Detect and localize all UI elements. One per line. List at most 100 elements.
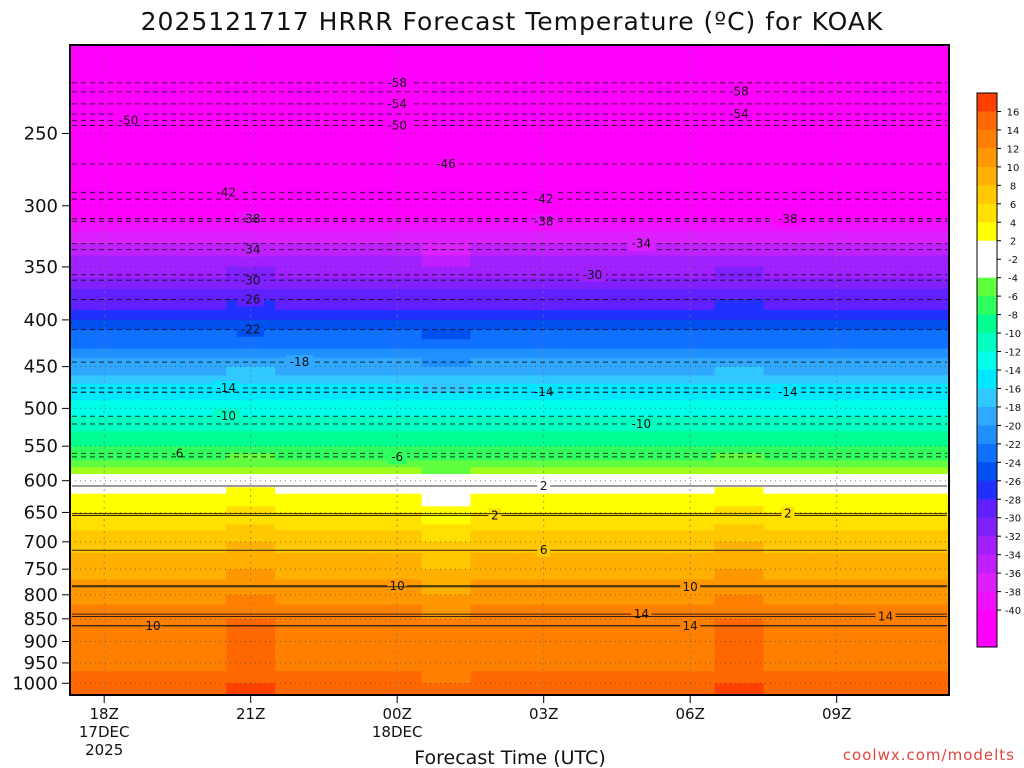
contour-layer: -58 -58 -54 -54 -50 -50 -46 -42 -42 -38 -38 -38 -34 -… [72, 75, 947, 633]
temperature-cell [128, 45, 179, 65]
temperature-cell [763, 474, 813, 482]
temperature-cell [421, 309, 472, 321]
temperature-cell [421, 192, 472, 207]
temperature-cell [909, 408, 950, 417]
temperature-cell [763, 278, 813, 290]
temperature-cell [763, 357, 813, 368]
temperature-cell [763, 632, 813, 638]
temperature-cell [79, 357, 130, 368]
temperature-cell [70, 506, 81, 514]
temperature-cell [177, 348, 227, 359]
colorbar-label: -8 [1008, 311, 1018, 322]
colorbar-band [977, 333, 997, 352]
temperature-cell [421, 563, 472, 570]
temperature-cell [568, 255, 618, 268]
temperature-cell [714, 679, 765, 684]
temperature-cell [568, 637, 618, 643]
temperature-cell [568, 541, 618, 549]
temperature-cell [861, 309, 911, 321]
temperature-cell [714, 438, 765, 447]
temperature-cell [568, 552, 618, 560]
temperature-cell [70, 524, 81, 531]
temperature-cell [372, 288, 423, 301]
temperature-cell [323, 192, 374, 207]
temperature-cell [470, 408, 520, 417]
temperature-cell [470, 675, 520, 680]
temperature-cell [568, 218, 618, 232]
contour-label-bg [774, 211, 802, 226]
temperature-cell [909, 632, 950, 638]
temperature-cell [909, 518, 950, 526]
temperature-cell [909, 218, 950, 232]
temperature-cell [861, 416, 911, 425]
temperature-cell [323, 423, 374, 433]
temperature-cell [909, 584, 950, 591]
temperature-cell [70, 231, 81, 245]
temperature-cell [323, 500, 374, 507]
colorbar-band [977, 351, 997, 371]
temperature-cell [421, 431, 472, 440]
temperature-cell [763, 574, 813, 581]
temperature-cell [519, 45, 569, 65]
temperature-cell [861, 658, 911, 664]
temperature-cell [568, 431, 618, 440]
temperature-cell [275, 679, 325, 684]
temperature-cell [128, 662, 179, 668]
temperature-cell [70, 650, 81, 656]
temperature-cell [177, 691, 227, 696]
temperature-cell [812, 278, 862, 290]
colorbar-band [977, 517, 997, 537]
temperature-cell [519, 563, 569, 570]
temperature-cell [763, 541, 813, 549]
temperature-cell [909, 683, 950, 688]
temperature-cell [470, 45, 520, 65]
temperature-cell [372, 266, 423, 279]
temperature-cell [714, 687, 765, 692]
contour-label: 10 [683, 580, 698, 594]
temperature-cell [70, 339, 81, 350]
temperature-cell [275, 500, 325, 507]
temperature-cell [70, 552, 81, 560]
y-tick-label: 750 [24, 559, 58, 580]
temperature-cell [421, 383, 472, 393]
temperature-cell [275, 563, 325, 570]
temperature-cell [177, 460, 227, 468]
contour-label-bg [237, 273, 265, 288]
temperature-cell [616, 164, 667, 180]
temperature-cell [909, 348, 950, 359]
contour-label-bg [383, 118, 411, 133]
credit-text[interactable]: coolwx.com/modelts [843, 746, 1015, 764]
temperature-cell [763, 431, 813, 440]
temperature-cell [616, 400, 667, 409]
temperature-cell [323, 366, 374, 376]
temperature-cell [128, 609, 179, 615]
chart-title: 2025121717 HRRR Forecast Temperature (ºC… [141, 7, 884, 36]
x-axis-label: Forecast Time (UTC) [414, 747, 605, 768]
temperature-cell [372, 683, 423, 688]
temperature-cell [616, 524, 667, 531]
temperature-cell [812, 536, 862, 543]
temperature-cell [812, 632, 862, 638]
temperature-cell [714, 487, 765, 495]
temperature-cell [323, 460, 374, 468]
temperature-cell [70, 536, 81, 543]
temperature-cell [714, 667, 765, 672]
temperature-cell [323, 288, 374, 301]
temperature-cell [763, 453, 813, 461]
temperature-cell [519, 400, 569, 409]
temperature-cell [421, 82, 472, 102]
temperature-cell [568, 438, 618, 447]
temperature-cell [861, 662, 911, 668]
temperature-cell [128, 231, 179, 245]
temperature-cell [909, 667, 950, 672]
temperature-cell [372, 178, 423, 193]
temperature-cell [763, 339, 813, 350]
temperature-cell [568, 641, 618, 647]
temperature-cell [861, 683, 911, 688]
temperature-cell [421, 446, 472, 454]
temperature-cell [568, 339, 618, 350]
temperature-cell [665, 117, 716, 135]
temperature-cell [861, 392, 911, 401]
temperature-cell [128, 319, 179, 331]
temperature-cell [470, 662, 520, 668]
